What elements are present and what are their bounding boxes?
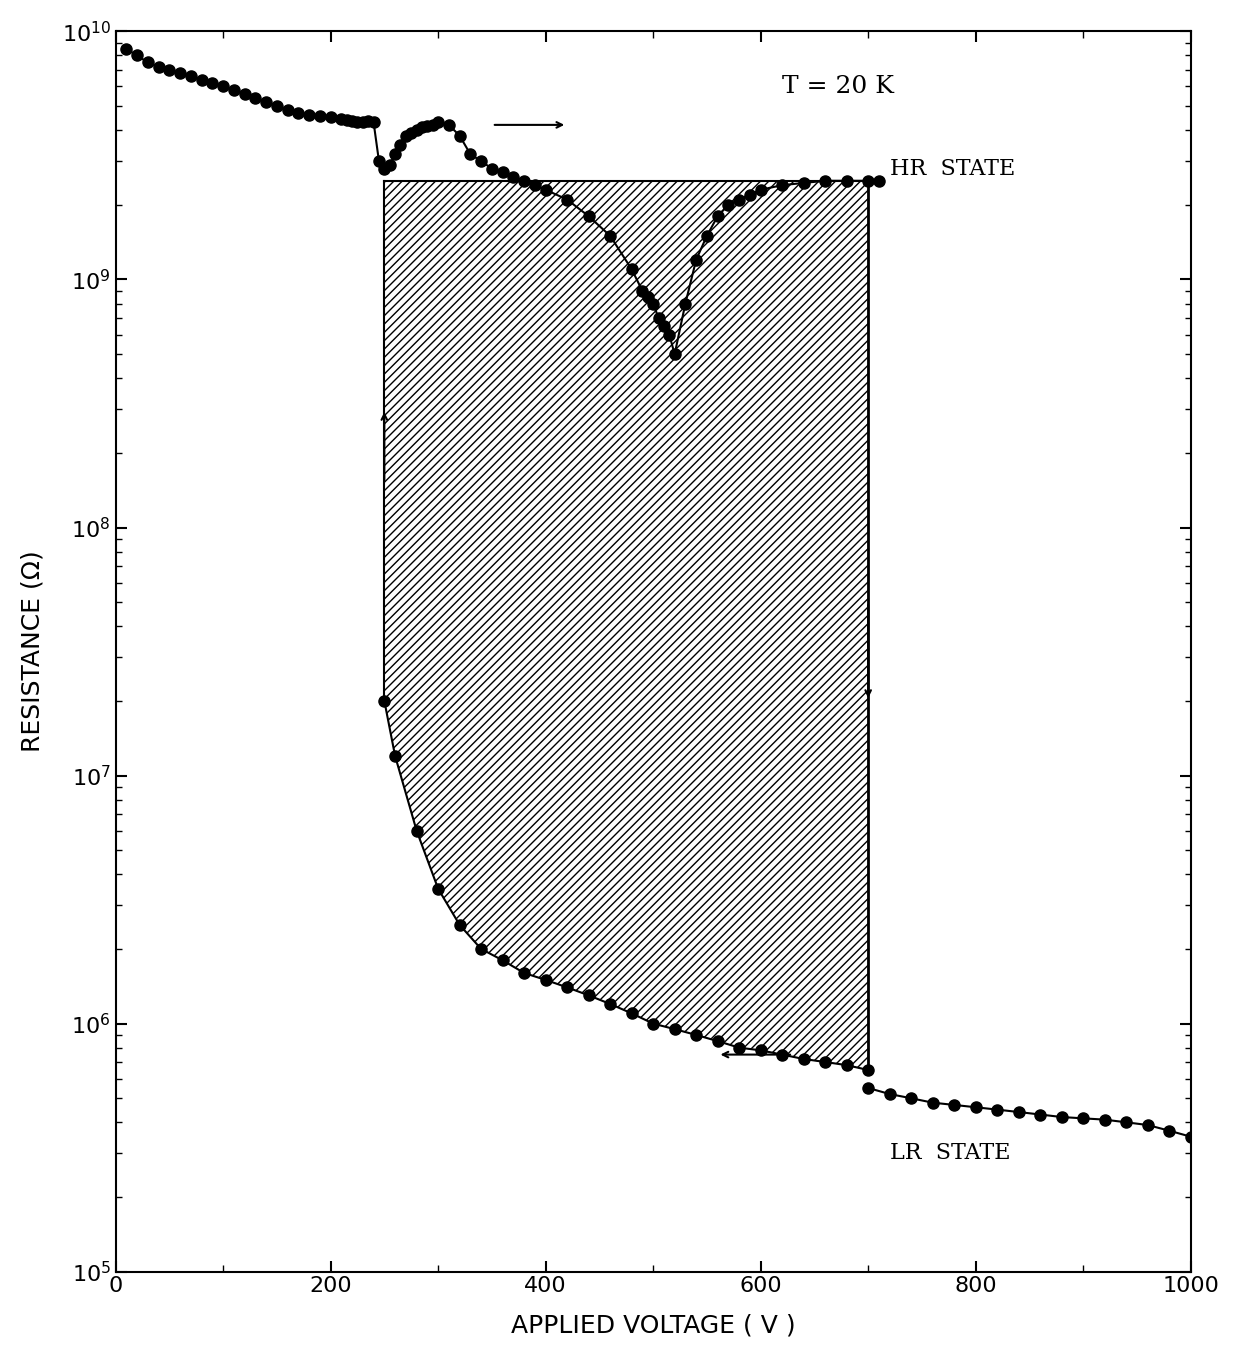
Y-axis label: RESISTANCE (Ω): RESISTANCE (Ω) bbox=[21, 550, 45, 752]
Text: LR  STATE: LR STATE bbox=[889, 1142, 1011, 1164]
Text: HR  STATE: HR STATE bbox=[889, 158, 1014, 179]
X-axis label: APPLIED VOLTAGE ( V ): APPLIED VOLTAGE ( V ) bbox=[511, 1313, 795, 1338]
Text: T = 20 K: T = 20 K bbox=[782, 75, 894, 98]
